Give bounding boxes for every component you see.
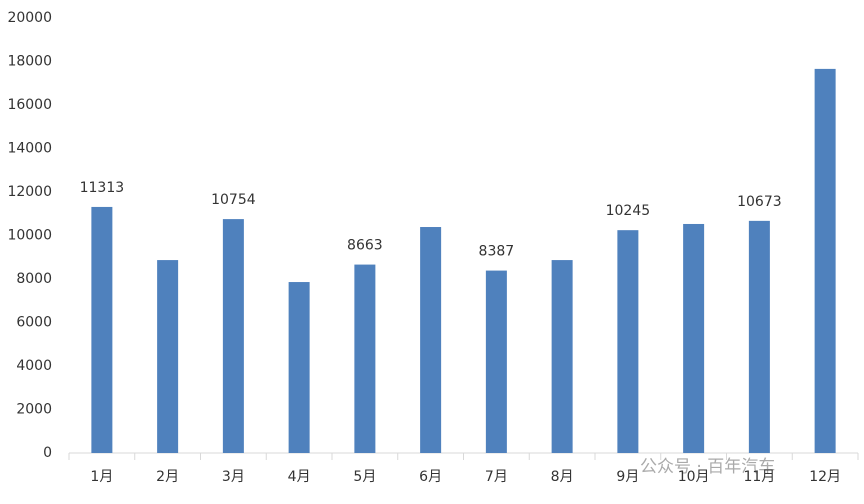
x-tick-label: 4月 [288, 469, 311, 485]
y-tick-label: 16000 [7, 97, 52, 113]
y-tick-label: 8000 [16, 271, 52, 287]
x-tick-label: 5月 [353, 469, 376, 485]
bar [420, 227, 442, 453]
y-tick-label: 14000 [7, 141, 52, 157]
bar [551, 260, 573, 453]
bar [617, 230, 639, 453]
bar [354, 264, 376, 453]
y-tick-label: 12000 [7, 184, 52, 200]
y-tick-label: 10000 [7, 228, 52, 244]
bar [222, 219, 244, 453]
x-tick-label: 11月 [743, 469, 775, 485]
data-label: 8663 [347, 238, 383, 254]
y-tick-label: 18000 [7, 54, 52, 70]
y-tick-label: 2000 [16, 402, 52, 418]
x-tick-label: 1月 [90, 469, 113, 485]
data-label: 11313 [80, 180, 125, 196]
x-tick-label: 2月 [156, 469, 179, 485]
bar [683, 223, 705, 453]
x-tick-label: 8月 [551, 469, 574, 485]
x-tick-label: 12月 [809, 469, 841, 485]
data-label: 10673 [737, 194, 782, 210]
data-label: 10245 [606, 203, 651, 219]
bar [157, 260, 179, 453]
y-tick-label: 0 [43, 445, 52, 461]
x-tick-label: 7月 [485, 469, 508, 485]
x-tick-label: 3月 [222, 469, 245, 485]
bar [288, 282, 310, 453]
y-tick-label: 6000 [16, 315, 52, 331]
x-tick-label: 9月 [616, 469, 639, 485]
data-label: 8387 [479, 244, 515, 260]
y-tick-label: 20000 [7, 10, 52, 26]
bar [748, 220, 770, 453]
x-tick-label: 6月 [419, 469, 442, 485]
x-tick-label: 10月 [678, 469, 710, 485]
bar [485, 270, 507, 453]
bar [91, 206, 113, 453]
data-label: 10754 [211, 192, 256, 208]
bar [814, 68, 836, 454]
y-tick-label: 4000 [16, 358, 52, 374]
watermark: 公众号 · 百年汽车 [640, 457, 775, 477]
